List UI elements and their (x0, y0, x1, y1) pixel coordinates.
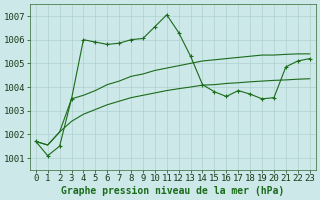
X-axis label: Graphe pression niveau de la mer (hPa): Graphe pression niveau de la mer (hPa) (61, 186, 284, 196)
